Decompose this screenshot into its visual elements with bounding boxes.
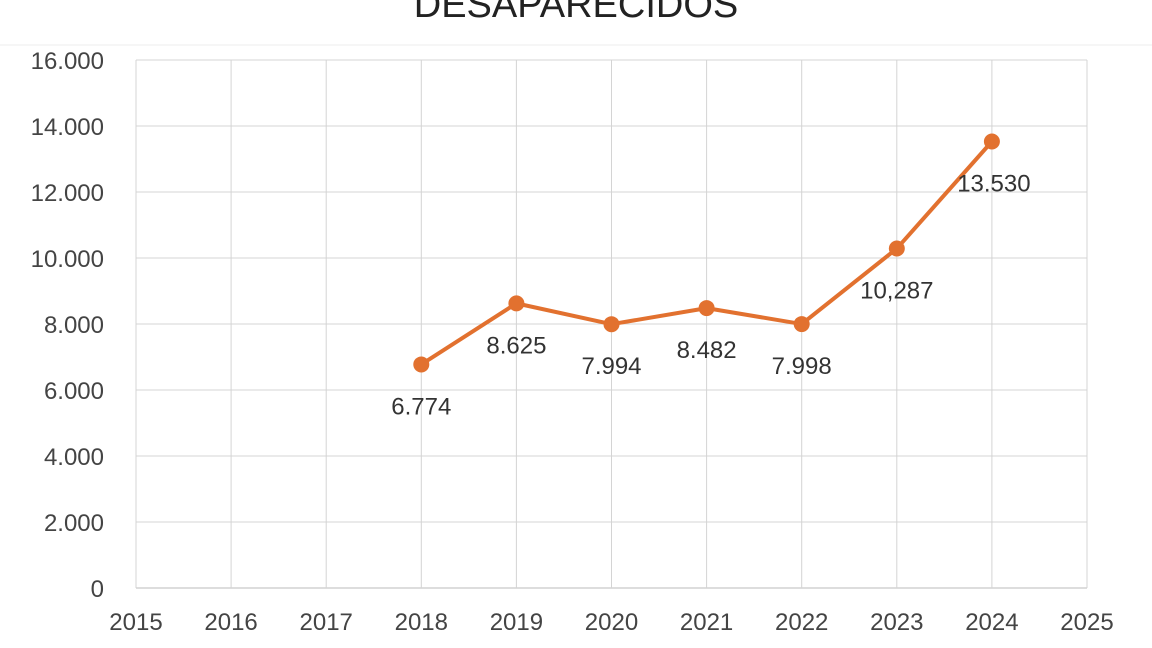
y-tick-label: 6.000 [44,378,104,405]
x-tick-label: 2021 [680,609,733,636]
x-tick-label: 2022 [775,609,828,636]
x-tick-label: 2015 [109,609,162,636]
data-point [793,316,810,333]
data-label: 10,287 [860,278,933,305]
x-tick-label: 2016 [204,609,257,636]
x-tick-label: 2020 [585,609,638,636]
data-label: 6.774 [391,393,451,420]
y-tick-label: 2.000 [44,510,104,537]
data-point [603,316,620,333]
x-tick-label: 2019 [490,609,543,636]
y-tick-label: 12.000 [31,180,104,207]
x-tick-label: 2023 [870,609,923,636]
x-tick-label: 2017 [300,609,353,636]
data-label: 7.994 [581,353,641,380]
y-tick-label: 8.000 [44,312,104,339]
y-tick-label: 4.000 [44,444,104,471]
y-tick-label: 16.000 [31,48,104,75]
data-point [698,300,715,317]
x-tick-label: 2018 [395,609,448,636]
data-label: 8.625 [486,332,546,359]
data-label: 7.998 [772,353,832,380]
y-tick-label: 14.000 [31,114,104,141]
chart-title: DESAPARECIDOS [414,0,738,26]
y-tick-label: 10.000 [31,246,104,273]
data-label: 8.482 [677,337,737,364]
data-label: 13.530 [957,171,1030,198]
y-tick-label: 0 [91,576,104,603]
data-point [508,295,525,312]
data-point [983,133,1000,150]
x-tick-label: 2024 [965,609,1018,636]
data-point [413,356,430,373]
data-point [888,240,905,257]
x-tick-label: 2025 [1060,609,1113,636]
